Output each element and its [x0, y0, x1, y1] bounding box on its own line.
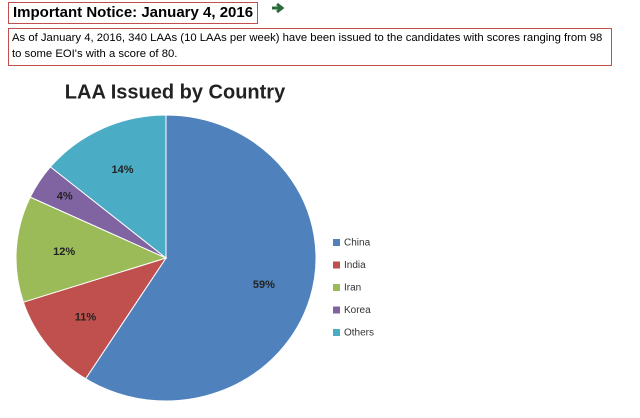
- data-label: 4%: [57, 191, 73, 203]
- legend-swatch: [333, 306, 340, 314]
- notice-body: As of January 4, 2016, 340 LAAs (10 LAAs…: [8, 28, 612, 66]
- pie-slice: [49, 114, 167, 260]
- legend-label: India: [344, 260, 366, 271]
- notice-title: Important Notice: January 4, 2016: [8, 2, 259, 24]
- pie-slice: [15, 196, 168, 303]
- arrow-icon: [272, 2, 285, 14]
- chart-title: LAA Issued by Country: [65, 81, 286, 103]
- pie-slice: [22, 257, 168, 380]
- data-label: 59%: [253, 279, 275, 291]
- legend-label: Others: [344, 328, 374, 339]
- legend-swatch: [333, 284, 340, 291]
- data-label: 14%: [112, 164, 134, 176]
- legend-label: Korea: [344, 305, 371, 316]
- legend-swatch: [333, 239, 340, 246]
- legend-swatch: [333, 329, 340, 336]
- pie-slice: [84, 114, 317, 402]
- legend-swatch: [333, 261, 340, 269]
- legend-label: China: [344, 238, 371, 249]
- legend-label: Iran: [344, 283, 361, 294]
- data-label: 11%: [75, 312, 97, 324]
- chart: LAA Issued by Country 59% 11% 12% 4% 14% Chin…: [15, 81, 374, 402]
- data-label: 12%: [53, 246, 75, 258]
